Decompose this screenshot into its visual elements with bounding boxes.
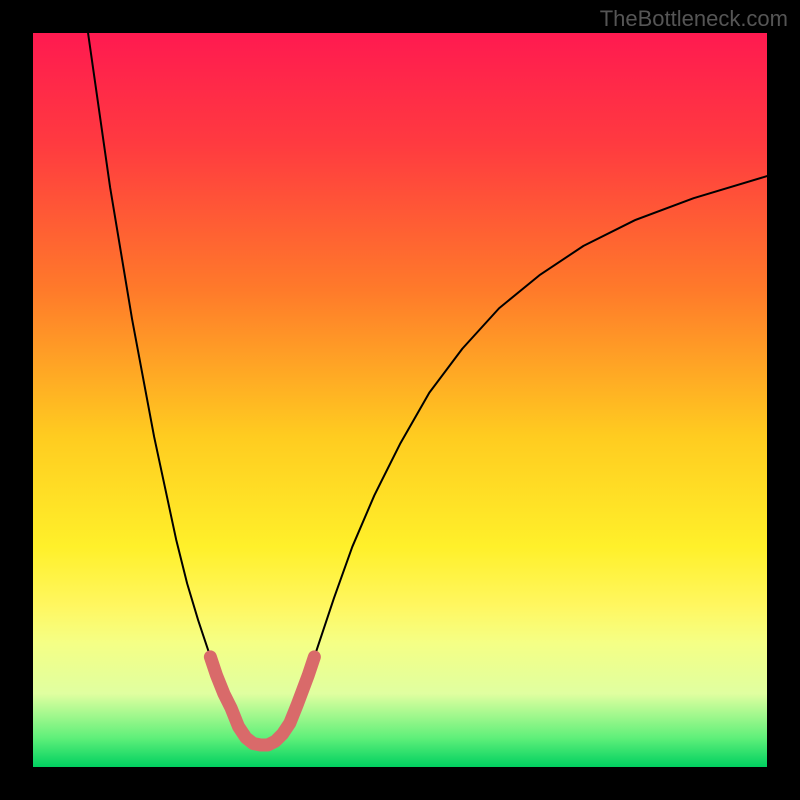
chart-svg bbox=[0, 0, 800, 800]
chart-container: TheBottleneck.com bbox=[0, 0, 800, 800]
chart-background bbox=[33, 33, 767, 767]
